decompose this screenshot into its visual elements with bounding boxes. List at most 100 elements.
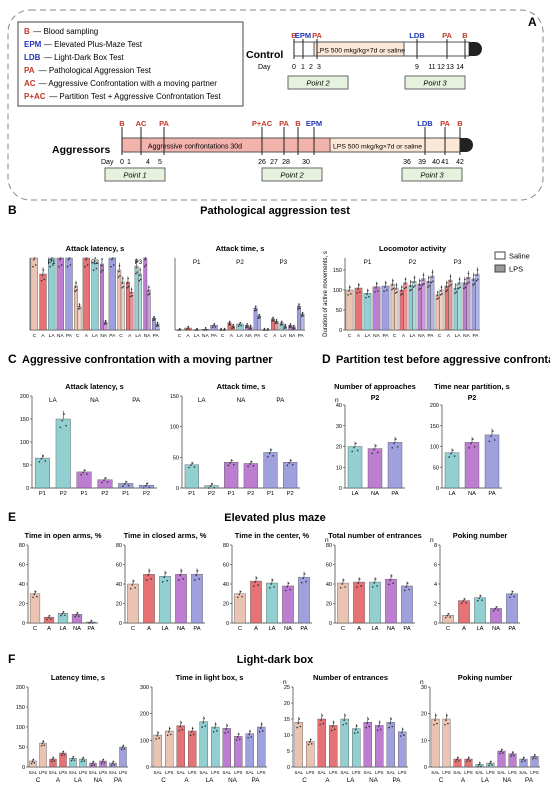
data-point (32, 758, 35, 761)
data-point (465, 601, 467, 604)
data-point (270, 583, 273, 585)
bar (129, 291, 134, 331)
data-point (272, 319, 275, 322)
data-point (281, 320, 283, 323)
timeline-day: 12 (437, 64, 445, 71)
timeline-day: 40 (432, 159, 440, 166)
data-point (198, 578, 200, 580)
bar (354, 287, 363, 331)
y-tick-label: 8 (434, 543, 437, 549)
data-point (368, 725, 371, 728)
y-tick-label: 0 (22, 765, 25, 771)
data-point (458, 760, 460, 762)
timeline-day: 0 (292, 64, 296, 71)
y-tick-label: 100 (333, 288, 342, 294)
data-point (378, 721, 381, 724)
data-point (379, 728, 382, 731)
data-point (377, 290, 379, 292)
aggressors-point-3: Point 3 (420, 171, 444, 180)
data-point (300, 315, 303, 317)
data-point (255, 577, 258, 579)
panel-letter-a: A (528, 15, 537, 29)
data-point (238, 738, 241, 741)
data-point (468, 281, 470, 284)
bar (73, 285, 78, 331)
data-point (427, 286, 429, 288)
x-tick-label: P2 (287, 491, 294, 497)
data-point (150, 578, 152, 580)
bar (453, 758, 462, 768)
y-tick-label: 0 (146, 765, 149, 771)
x-tick-label: LPS (442, 770, 451, 775)
data-point (445, 286, 448, 288)
data-point (290, 326, 292, 328)
x-tick-label: NA (387, 626, 395, 632)
data-point (156, 323, 158, 326)
chart-e5: Poking number n 0 2 4 6 8 C A LA NA PA (430, 531, 520, 632)
data-point (249, 730, 252, 733)
bar (464, 758, 473, 768)
data-point (152, 317, 155, 320)
chart-title: Time in the center, % (235, 531, 310, 540)
data-point (73, 759, 76, 761)
data-point (169, 733, 172, 736)
legend: B — Blood sampling EPM — Elevated Plus-Maze… (24, 27, 222, 101)
data-point (365, 296, 367, 299)
y-tick-label: 80 (19, 543, 25, 549)
data-point (476, 599, 479, 602)
bar (199, 721, 208, 768)
data-point (78, 615, 80, 617)
data-point (284, 323, 287, 326)
timeline-mark-ldb: LDB (409, 31, 425, 40)
data-point (460, 602, 463, 605)
x-tick-label: LA (371, 626, 378, 632)
y-tick-label: 100 (430, 445, 439, 451)
x-tick-label: LPS (99, 770, 108, 775)
bar (387, 442, 403, 489)
bar (65, 257, 73, 331)
legend-lps-swatch (494, 264, 506, 273)
x-tick-label: A (47, 626, 51, 632)
data-point (246, 326, 249, 328)
data-point (104, 477, 107, 479)
x-tick-label: LA (135, 333, 142, 339)
data-point (188, 466, 190, 469)
group-label: PA (276, 397, 285, 404)
section-title-e: Elevated plus maze (224, 512, 326, 524)
data-point (264, 329, 266, 331)
data-point (196, 327, 198, 330)
data-point (90, 619, 93, 622)
data-point (213, 323, 216, 325)
data-point (468, 447, 471, 449)
data-point (122, 285, 125, 288)
data-point (259, 727, 262, 729)
data-point (436, 294, 439, 297)
data-point (185, 329, 188, 331)
legend-saline-label: Saline (509, 252, 530, 261)
data-point (250, 327, 252, 330)
x-tick-label: LA (280, 333, 287, 339)
data-point (436, 298, 438, 300)
data-point (228, 322, 231, 325)
data-point (493, 439, 496, 441)
aggressors-point-2-box (261, 167, 323, 182)
data-point (365, 726, 367, 729)
data-point (358, 578, 361, 580)
y-tick-label: 40 (116, 582, 122, 588)
data-point (237, 733, 240, 735)
data-point (371, 452, 374, 455)
data-point (430, 281, 433, 284)
data-point (392, 279, 394, 282)
data-point (276, 322, 278, 324)
x-tick-label: LPS (188, 770, 197, 775)
group-label: C (161, 777, 166, 784)
data-point (88, 622, 90, 624)
y-tick-label: 80 (116, 543, 122, 549)
bar (211, 726, 220, 768)
data-point (366, 722, 368, 725)
data-point (404, 278, 407, 281)
y-tick-label: 0 (436, 486, 439, 492)
data-point (32, 596, 34, 599)
data-point (462, 600, 465, 602)
